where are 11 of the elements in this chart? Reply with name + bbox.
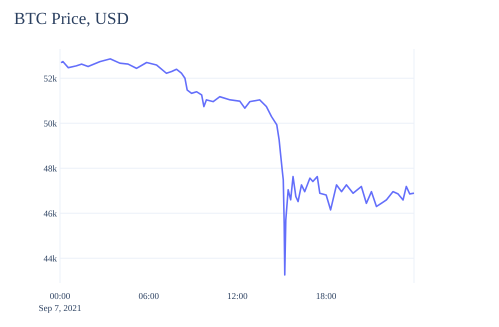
x-tick-label: 06:00 bbox=[138, 291, 160, 301]
y-tick-label: 46k bbox=[44, 208, 58, 218]
y-tick-label: 50k bbox=[44, 118, 58, 128]
line-series bbox=[60, 58, 415, 276]
x-tick-label: 18:00 bbox=[316, 291, 337, 301]
y-tick-label: 44k bbox=[44, 253, 58, 264]
chart-title: BTC Price, USD bbox=[14, 9, 129, 28]
x-tick-label: 00:00 Sep 7, 2021 bbox=[38, 291, 82, 313]
x-tick-label: 12:00 bbox=[227, 291, 248, 301]
y-tick-label: 52k bbox=[44, 73, 58, 84]
y-tick-label: 48k bbox=[44, 163, 58, 174]
